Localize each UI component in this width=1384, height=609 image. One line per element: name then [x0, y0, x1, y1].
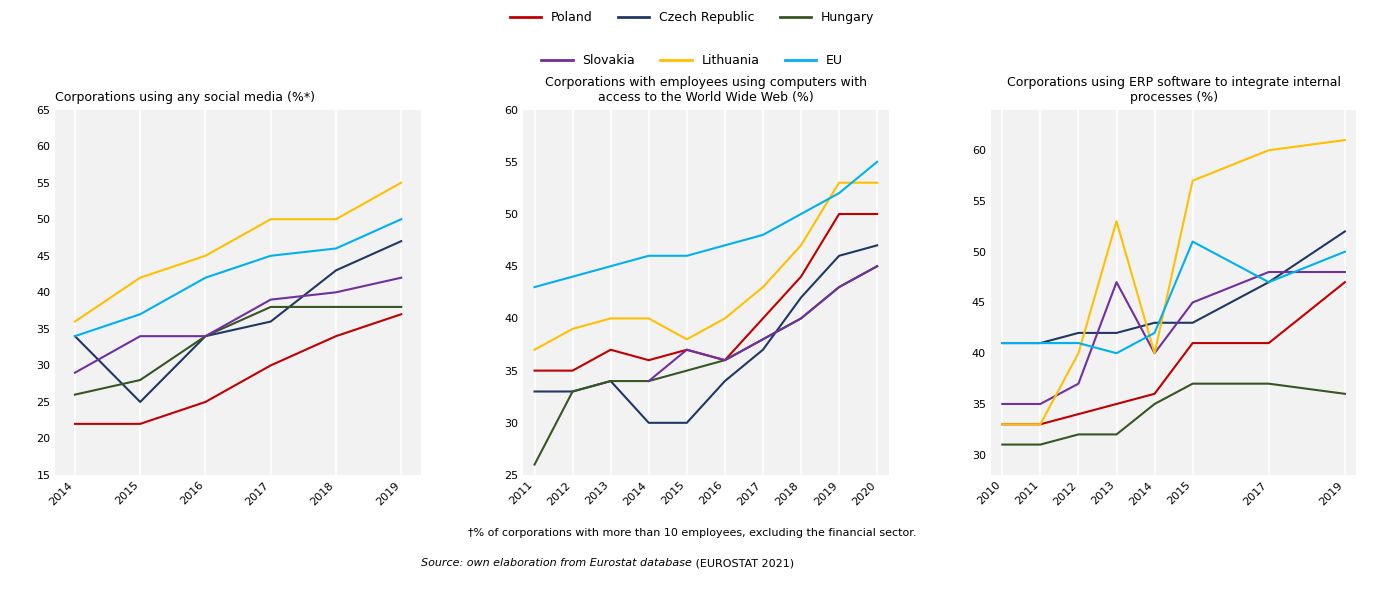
- Text: Source: own elaboration from Eurostat database: Source: own elaboration from Eurostat da…: [421, 558, 692, 568]
- Legend: Slovakia, Lithuania, EU: Slovakia, Lithuania, EU: [536, 49, 848, 72]
- Text: †% of corporations with more than 10 employees, excluding the financial sector.: †% of corporations with more than 10 emp…: [468, 528, 916, 538]
- Title: Corporations using ERP software to integrate internal
processes (%): Corporations using ERP software to integ…: [1006, 76, 1341, 104]
- Title: Corporations with employees using computers with
access to the World Wide Web (%: Corporations with employees using comput…: [545, 76, 866, 104]
- Legend: Poland, Czech Republic, Hungary: Poland, Czech Republic, Hungary: [505, 6, 879, 29]
- Text: (EUROSTAT 2021): (EUROSTAT 2021): [692, 558, 794, 568]
- Text: Corporations using any social media (%*): Corporations using any social media (%*): [55, 91, 316, 104]
